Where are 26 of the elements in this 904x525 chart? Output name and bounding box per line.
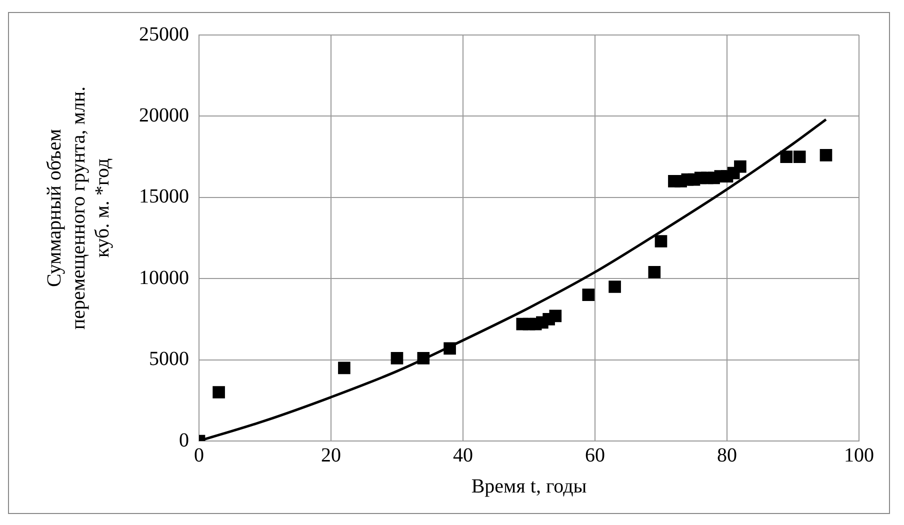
y-tick-label: 15000 xyxy=(139,186,189,208)
point xyxy=(654,235,668,248)
y-tick-label: 20000 xyxy=(139,104,189,126)
point xyxy=(780,150,793,163)
point xyxy=(793,150,806,163)
point xyxy=(549,310,562,322)
y-tick-label: 5000 xyxy=(149,348,189,370)
point xyxy=(820,149,832,162)
y-tick-label: 10000 xyxy=(139,266,189,289)
y-tick-label: 25000 xyxy=(139,23,189,46)
point xyxy=(390,352,404,364)
x-tick-label: 40 xyxy=(453,444,473,466)
point xyxy=(734,160,746,173)
x-tick-label: 0 xyxy=(194,444,204,466)
point xyxy=(608,280,621,293)
x-tick-label: 20 xyxy=(321,444,341,466)
point xyxy=(582,288,595,301)
point xyxy=(648,266,661,278)
x-tick-label: 100 xyxy=(844,444,874,466)
point xyxy=(212,386,225,398)
y-tick-label: 0 xyxy=(179,429,189,452)
x-tick-label: 60 xyxy=(585,444,605,466)
y-axis-title: Суммарный объем перемещенного грунта, млн. куб. м. *год xyxy=(43,86,114,330)
x-tick-label: 80 xyxy=(717,444,737,466)
point xyxy=(338,362,350,374)
x-axis-title: Время t, годы xyxy=(471,475,587,498)
